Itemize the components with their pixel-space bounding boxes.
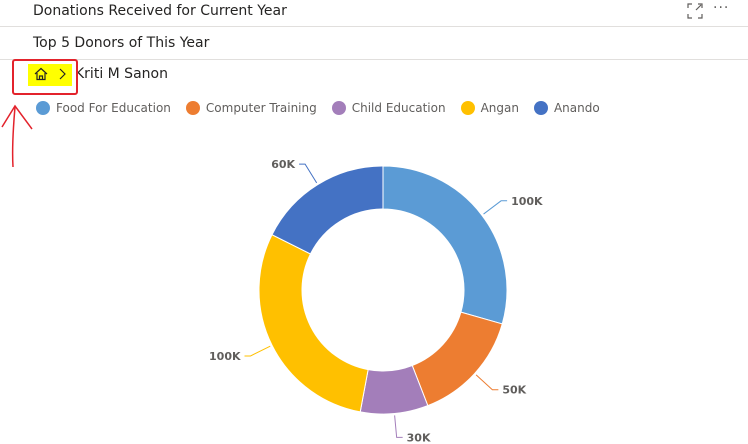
legend-label: Child Education xyxy=(351,101,446,115)
chart-title: Top 5 Donors of This Year xyxy=(33,35,210,51)
leader-line xyxy=(299,163,318,184)
leader-line xyxy=(483,200,508,215)
legend-item[interactable]: Computer Training xyxy=(185,101,317,115)
donut-slice[interactable] xyxy=(271,165,384,255)
visual-header: Donations Received for Current Year ··· xyxy=(0,0,748,27)
chevron-right-icon xyxy=(59,68,66,80)
leader-line xyxy=(244,345,271,357)
legend-swatch xyxy=(533,101,548,115)
home-icon[interactable] xyxy=(33,66,49,82)
chart-legend: Food For Education Computer Training Child… xyxy=(36,99,615,117)
leader-line xyxy=(475,374,499,391)
data-label: 30K xyxy=(407,431,431,444)
chart-subheader: Top 5 Donors of This Year xyxy=(0,27,748,60)
legend-swatch xyxy=(460,101,475,115)
annotation-box xyxy=(12,59,78,95)
legend-item[interactable]: Anando xyxy=(533,101,600,115)
breadcrumb-current: Kriti M Sanon xyxy=(75,66,168,82)
legend-swatch xyxy=(185,101,200,115)
legend-label: Computer Training xyxy=(205,101,317,115)
data-label: 100K xyxy=(511,195,543,208)
annotation-arrow xyxy=(1,104,33,168)
legend-item[interactable]: Child Education xyxy=(331,101,446,115)
donut-slice[interactable] xyxy=(382,165,508,325)
leader-line xyxy=(394,415,403,438)
donut-slice[interactable] xyxy=(411,311,503,407)
legend-label: Angan xyxy=(480,101,519,115)
legend-label: Anando xyxy=(553,101,600,115)
focus-mode-icon[interactable] xyxy=(686,2,704,20)
legend-swatch xyxy=(331,101,346,115)
data-label: 100K xyxy=(209,350,241,363)
legend-swatch xyxy=(36,101,50,115)
report-title: Donations Received for Current Year xyxy=(33,3,287,19)
legend-label: Food For Education xyxy=(56,101,171,115)
legend-item[interactable]: Angan xyxy=(460,101,519,115)
donut-slice[interactable] xyxy=(258,234,369,413)
legend-item[interactable]: Food For Education xyxy=(36,101,171,115)
data-label: 50K xyxy=(502,384,526,397)
more-options-icon[interactable]: ··· xyxy=(713,0,730,16)
data-label: 60K xyxy=(271,158,295,171)
